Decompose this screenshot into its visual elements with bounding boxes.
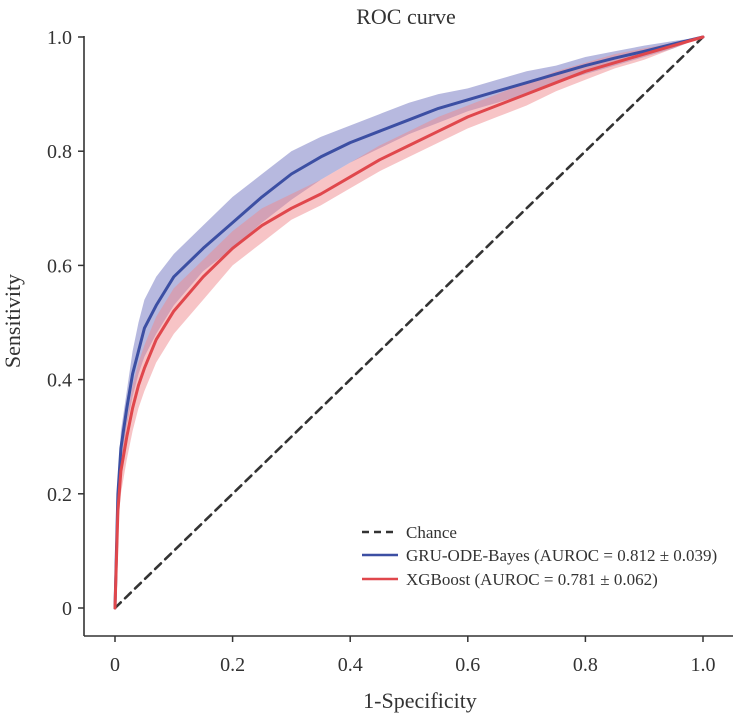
y-tick-label: 0: [62, 598, 72, 620]
series-lines: [113, 35, 705, 610]
ci-band-gru-ode-bayes: [115, 37, 703, 608]
x-tick-label: 0.6: [455, 654, 480, 676]
x-axis-title: 1-Specificity: [363, 688, 477, 713]
x-ticks: 0 0.2 0.4 0.6 0.8 1.0: [110, 636, 716, 676]
series-line-chance: [113, 35, 705, 610]
series-line-xgboost: [113, 35, 705, 610]
legend-label-gru-ode-bayes: GRU-ODE-Bayes (AUROC = 0.812 ± 0.039): [406, 546, 717, 565]
legend-label-xgboost: XGBoost (AUROC = 0.781 ± 0.062): [406, 570, 658, 589]
x-tick-label: 0: [110, 654, 120, 676]
axes: 0 0.2 0.4 0.6 0.8 1.0 0 0.2 0.4 0.6 0.8 1.0: [47, 27, 733, 676]
x-tick-label: 0.2: [220, 654, 245, 676]
ci-band-xgboost: [115, 37, 703, 608]
y-tick-label: 0.6: [47, 255, 72, 277]
x-tick-label: 0.8: [573, 654, 598, 676]
y-ticks: 0 0.2 0.4 0.6 0.8 1.0: [47, 27, 84, 620]
y-tick-label: 1.0: [47, 27, 72, 49]
x-tick-label: 0.4: [338, 654, 363, 676]
confidence-bands: [115, 37, 703, 608]
y-tick-label: 0.8: [47, 141, 72, 163]
legend: Chance GRU-ODE-Bayes (AUROC = 0.812 ± 0.…: [362, 523, 717, 589]
chart-title: ROC curve: [356, 4, 456, 29]
y-tick-label: 0.4: [47, 370, 72, 392]
y-tick-label: 0.2: [47, 484, 72, 506]
y-axis-title: Sensitivity: [0, 274, 25, 368]
series-line-gru-ode-bayes: [113, 35, 705, 610]
legend-label-chance: Chance: [406, 523, 457, 542]
x-tick-label: 1.0: [691, 654, 716, 676]
